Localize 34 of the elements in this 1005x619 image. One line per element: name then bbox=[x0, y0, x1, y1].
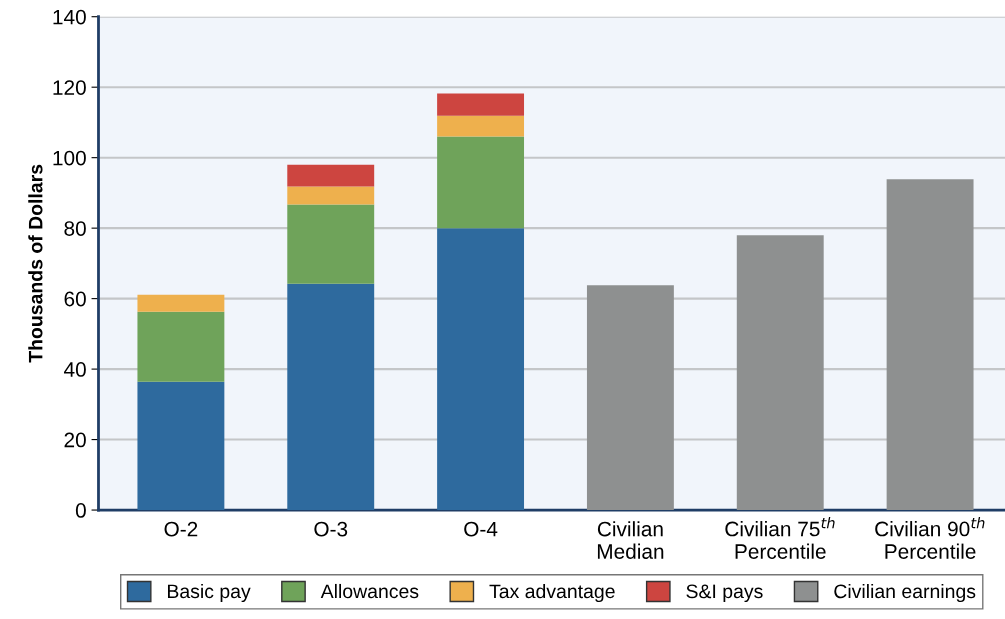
y-axis-title: Thousands of Dollars bbox=[28, 164, 43, 363]
bar bbox=[586, 285, 674, 511]
bar bbox=[137, 294, 225, 312]
y-tick-label: 0 bbox=[75, 503, 86, 518]
bar bbox=[287, 164, 375, 187]
bar bbox=[287, 186, 375, 205]
bar bbox=[437, 228, 525, 511]
bar bbox=[886, 179, 974, 511]
y-tick-label: 140 bbox=[53, 9, 86, 25]
legend-label: Tax advantage bbox=[489, 583, 615, 603]
bar bbox=[437, 136, 525, 229]
y-tick-label: 120 bbox=[53, 80, 86, 95]
bar bbox=[736, 235, 824, 511]
legend-label: S&I pays bbox=[686, 584, 763, 603]
x-tick-label: O-4 bbox=[464, 521, 498, 537]
x-tick-label: O-3 bbox=[314, 521, 348, 537]
y-tick-label: 100 bbox=[53, 150, 86, 166]
x-tick-label: Civilian 75$^{th}$ Percentile bbox=[725, 517, 835, 559]
bar bbox=[437, 93, 525, 116]
legend-label: Civilian earnings bbox=[834, 583, 976, 603]
y-tick-label: 80 bbox=[64, 221, 86, 236]
bar bbox=[287, 204, 375, 284]
y-tick-label: 60 bbox=[64, 291, 86, 307]
y-tick-label: 20 bbox=[64, 432, 86, 448]
x-tick-label: Civilian Median bbox=[597, 521, 664, 559]
legend-label: Allowances bbox=[320, 583, 419, 599]
x-tick-label: Civilian 90$^{th}$ Percentile bbox=[875, 517, 985, 559]
bar bbox=[437, 115, 525, 137]
legend-label: Basic pay bbox=[167, 583, 251, 603]
bar bbox=[137, 311, 225, 382]
y-tick-label: 40 bbox=[63, 362, 86, 377]
x-tick-label: O-2 bbox=[164, 521, 198, 537]
bar bbox=[137, 381, 225, 511]
bar bbox=[287, 283, 375, 511]
